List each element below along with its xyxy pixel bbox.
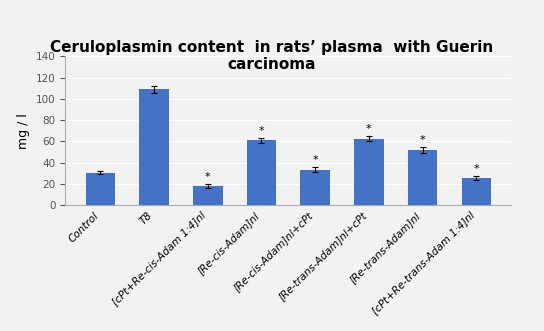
Text: *: *: [258, 125, 264, 135]
Bar: [408, 150, 437, 205]
Text: *: *: [420, 135, 425, 145]
Text: *: *: [473, 165, 479, 174]
Y-axis label: mg / l: mg / l: [17, 113, 30, 149]
Bar: [193, 186, 222, 205]
Bar: [246, 140, 276, 205]
Bar: [354, 139, 384, 205]
Text: *: *: [366, 124, 372, 134]
Text: *: *: [205, 172, 211, 182]
Bar: [85, 173, 115, 205]
Text: *: *: [312, 155, 318, 165]
Bar: [139, 89, 169, 205]
Bar: [461, 178, 491, 205]
Text: Ceruloplasmin content  in rats’ plasma  with Guerin
carcinoma: Ceruloplasmin content in rats’ plasma wi…: [51, 40, 493, 72]
Bar: [300, 169, 330, 205]
